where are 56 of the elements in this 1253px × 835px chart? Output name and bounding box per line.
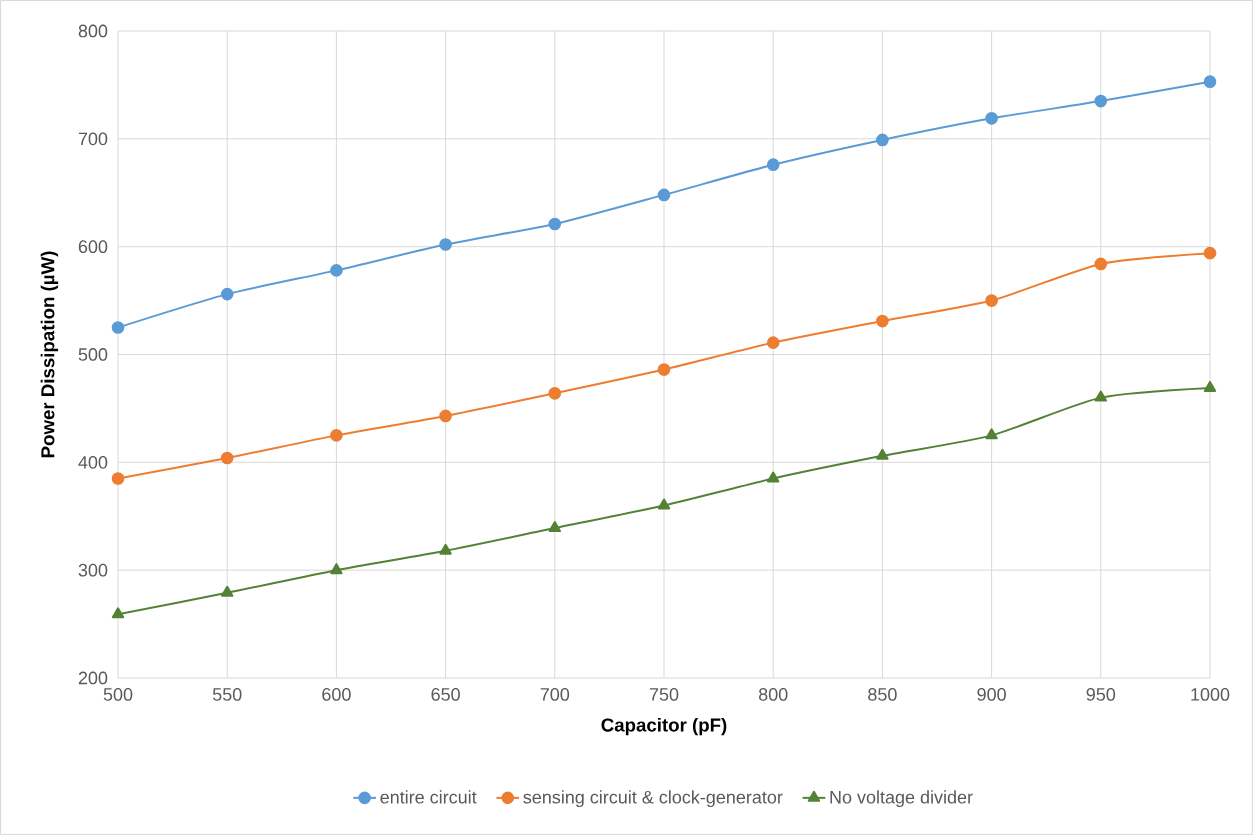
point <box>1094 94 1108 108</box>
x-tick-label: 950 <box>1086 688 1116 701</box>
point <box>330 563 343 575</box>
point <box>1203 380 1217 392</box>
point <box>330 429 343 442</box>
point <box>1094 390 1107 402</box>
point <box>548 217 562 231</box>
legend-label: No voltage divider <box>830 790 973 808</box>
x-tick-label: 600 <box>322 688 351 701</box>
x-tick-label: 1000 <box>1191 688 1230 701</box>
point <box>1203 75 1217 89</box>
y-tick-label: 600 <box>78 240 108 254</box>
point <box>220 287 234 301</box>
x-tick-label: 900 <box>977 688 1006 701</box>
point <box>657 498 671 510</box>
x-tick-label: 750 <box>649 688 679 701</box>
x-tick-label: 700 <box>540 688 570 701</box>
point <box>766 336 780 349</box>
point <box>439 238 452 251</box>
y-tick-label: 700 <box>78 132 108 146</box>
x-tick-label: 850 <box>868 688 897 701</box>
point <box>1203 246 1217 260</box>
x-tick-label: 800 <box>758 688 788 701</box>
point <box>876 314 889 328</box>
point <box>657 188 671 202</box>
y-tick-label: 300 <box>78 563 108 577</box>
point <box>439 543 452 555</box>
point <box>985 294 998 307</box>
y-tick-label: 400 <box>78 455 108 469</box>
point <box>657 363 671 376</box>
x-tick-label: 650 <box>431 688 460 701</box>
point <box>330 264 343 277</box>
point <box>221 585 234 597</box>
legend-label: sensing circuit & clock-generator <box>523 790 783 808</box>
y-axis-title: Power Dissipation (µW) <box>40 251 59 458</box>
point <box>111 472 125 485</box>
point <box>439 409 452 423</box>
y-tick-label: 500 <box>78 348 108 361</box>
point <box>985 112 998 125</box>
legend-label: entire circuit <box>380 790 477 804</box>
y-tick-label: 200 <box>78 671 108 685</box>
point <box>876 448 889 460</box>
point <box>111 321 125 334</box>
point <box>767 471 780 483</box>
point <box>985 428 998 440</box>
point <box>766 158 780 172</box>
point <box>548 386 562 400</box>
x-axis-title: Capacitor (pF) <box>601 717 727 736</box>
x-tick-label: 500 <box>103 688 133 701</box>
y-tick-label: 800 <box>78 24 108 38</box>
point <box>111 607 125 619</box>
point <box>1094 257 1108 271</box>
point <box>220 451 234 465</box>
point <box>876 133 889 147</box>
x-tick-label: 550 <box>212 688 242 701</box>
point <box>548 521 561 533</box>
